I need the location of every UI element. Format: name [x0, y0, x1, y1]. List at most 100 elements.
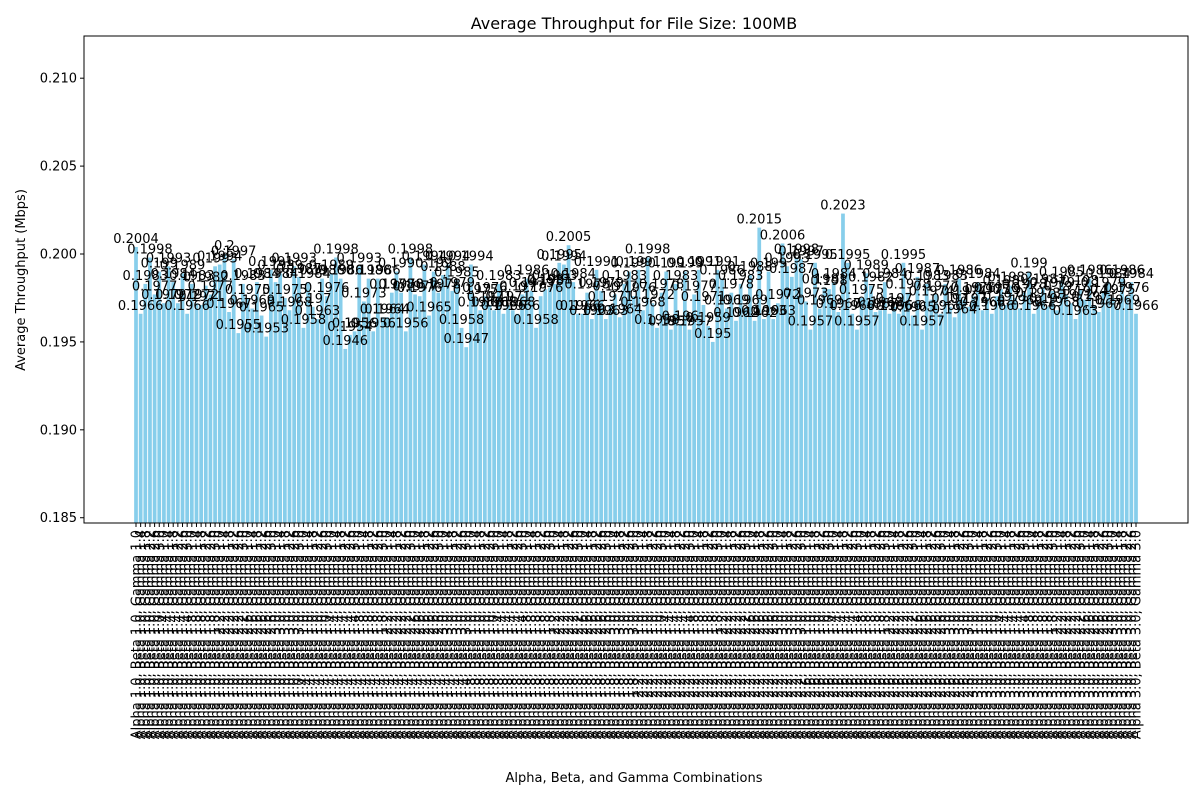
bar	[1078, 289, 1083, 523]
bar	[469, 264, 473, 523]
bar	[296, 276, 301, 523]
value-label: 0.199	[415, 257, 452, 272]
bar	[985, 297, 990, 523]
value-label: 0.1978	[416, 278, 462, 293]
bar	[720, 278, 724, 523]
x-tick-label: Alpha 1.4, Beta 1.8, Gamma 2.2	[367, 530, 382, 739]
x-tick-label: Alpha 2.6, Beta 1.4, Gamma 2.6	[846, 530, 861, 739]
x-tick-label: Alpha 2.6, Beta 2.6, Gamma 1.0	[911, 530, 926, 739]
value-label: 0.1966	[1011, 299, 1057, 314]
value-label: 0.1971	[178, 290, 224, 305]
x-tick-label: Alpha 3.0, Beta 1.0, Gamma 1.4	[971, 530, 986, 739]
bar	[287, 310, 292, 523]
bar	[222, 254, 227, 524]
value-label: 0.1966	[481, 299, 527, 314]
bar	[1129, 282, 1134, 523]
value-label: 0.1976	[397, 281, 443, 296]
x-tick-label: Alpha 3.0, Beta 1.8, Gamma 1.4	[1027, 530, 1042, 739]
value-label: 0.1976	[462, 281, 508, 296]
bar	[315, 319, 320, 523]
value-label: 0.1963	[583, 304, 629, 319]
value-label: 0.1962	[713, 306, 759, 321]
bar	[134, 246, 138, 523]
x-tick-label: Alpha 1.0, Beta 1.8, Gamma 2.2	[199, 530, 214, 739]
value-label: 0.1973	[783, 286, 829, 301]
bar	[455, 280, 459, 523]
bar	[785, 266, 790, 523]
bar	[1115, 308, 1120, 523]
x-tick-label: Alpha 3.0, Beta 2.2, Gamma 2.6	[1069, 530, 1084, 739]
x-tick-label: Alpha 2.6, Beta 1.0, Gamma 1.0	[799, 530, 814, 739]
y-axis-title: Average Throughput (Mbps)	[14, 189, 29, 371]
x-tick-label: Alpha 2.2, Beta 2.2, Gamma 2.2	[729, 530, 744, 739]
value-label: 0.198	[527, 274, 564, 289]
value-label: 0.1984	[1085, 267, 1131, 282]
value-label: 0.1971	[588, 290, 634, 305]
value-label: 0.1957	[834, 315, 880, 330]
x-tick-label: Alpha 1.4, Beta 3.0, Gamma 1.0	[436, 530, 451, 739]
bar	[836, 312, 841, 523]
bar	[450, 290, 455, 523]
bar	[1050, 290, 1055, 523]
x-tick-label: Alpha 1.8, Beta 1.0, Gamma 2.2	[478, 530, 493, 739]
x-tick-label: Alpha 3.0, Beta 1.4, Gamma 1.4	[999, 530, 1014, 739]
x-tick-label: Alpha 2.2, Beta 1.8, Gamma 1.0	[688, 530, 703, 739]
bar	[427, 315, 431, 523]
value-label: 0.1983	[220, 269, 266, 284]
value-label: 0.199	[141, 257, 178, 272]
bar	[962, 299, 966, 523]
bar	[552, 283, 557, 523]
value-label: 0.1957	[788, 315, 834, 330]
x-tick-label: Alpha 1.8, Beta 1.4, Gamma 1.8	[502, 530, 517, 739]
bar	[464, 347, 469, 523]
bar	[1013, 297, 1017, 523]
value-label: 0.1977	[1043, 279, 1089, 294]
x-tick-label: Alpha 2.6, Beta 1.4, Gamma 1.4	[832, 530, 847, 739]
bar	[915, 276, 920, 523]
x-tick-label: Alpha 3.0, Beta 2.2, Gamma 1.4	[1055, 530, 1070, 739]
x-tick-label: Alpha 3.0, Beta 1.8, Gamma 3.0	[1046, 530, 1061, 739]
bar	[338, 278, 343, 523]
bar	[869, 285, 873, 523]
value-label: 0.1991	[248, 255, 294, 270]
x-tick-label: Alpha 1.0, Beta 2.6, Gamma 1.8	[250, 530, 265, 739]
value-label: 0.1964	[932, 302, 978, 317]
bar	[431, 271, 436, 523]
x-tick-label: Alpha 1.0, Beta 3.0, Gamma 2.2	[283, 530, 298, 739]
x-tick-label: Alpha 1.0, Beta 1.0, Gamma 1.4	[134, 530, 149, 739]
value-label: 0.1991	[616, 255, 662, 270]
value-label: 0.1993	[271, 251, 317, 266]
x-tick-label: Alpha 3.0, Beta 2.6, Gamma 2.2	[1092, 530, 1107, 739]
x-tick-label: Alpha 1.4, Beta 1.0, Gamma 3.0	[320, 530, 335, 739]
bar	[650, 303, 655, 523]
value-label: 0.1958	[513, 313, 559, 328]
value-label: 0.1975	[1090, 283, 1136, 298]
x-tick-label: Alpha 1.8, Beta 1.8, Gamma 1.4	[525, 530, 540, 739]
bar	[678, 324, 683, 523]
value-label: 0.1986	[699, 264, 745, 279]
value-label: 0.1967	[853, 297, 899, 312]
x-tick-label: Alpha 2.6, Beta 1.8, Gamma 1.8	[864, 530, 879, 739]
x-tick-label: Alpha 2.6, Beta 1.8, Gamma 1.0	[855, 530, 870, 739]
bar	[310, 306, 315, 523]
value-label: 0.1958	[439, 313, 485, 328]
x-tick-label: Alpha 2.2, Beta 1.8, Gamma 3.0	[711, 530, 726, 739]
x-tick-label: Alpha 2.2, Beta 1.4, Gamma 1.8	[669, 530, 684, 739]
value-label: 0.1976	[974, 281, 1020, 296]
x-tick-label: Alpha 1.8, Beta 2.2, Gamma 1.8	[557, 530, 572, 739]
bar	[901, 262, 906, 523]
bar	[701, 304, 706, 523]
x-tick-label: Alpha 1.4, Beta 1.4, Gamma 1.4	[330, 530, 345, 739]
y-tick-label: 0.195	[40, 335, 77, 350]
value-label: 0.1956	[332, 316, 378, 331]
value-label: 0.1995	[792, 248, 838, 263]
value-label: 0.1977	[499, 279, 545, 294]
y-tick-label: 0.200	[40, 248, 77, 263]
value-label: 0.1968	[267, 295, 313, 310]
x-tick-label: Alpha 1.4, Beta 1.4, Gamma 2.6	[343, 530, 358, 739]
bar	[320, 278, 324, 523]
x-tick-label: Alpha 2.2, Beta 2.2, Gamma 2.6	[734, 530, 749, 739]
x-tick-label: Alpha 1.8, Beta 3.0, Gamma 1.0	[604, 530, 619, 739]
value-label: 0.1981	[527, 272, 573, 287]
bar	[348, 334, 352, 523]
